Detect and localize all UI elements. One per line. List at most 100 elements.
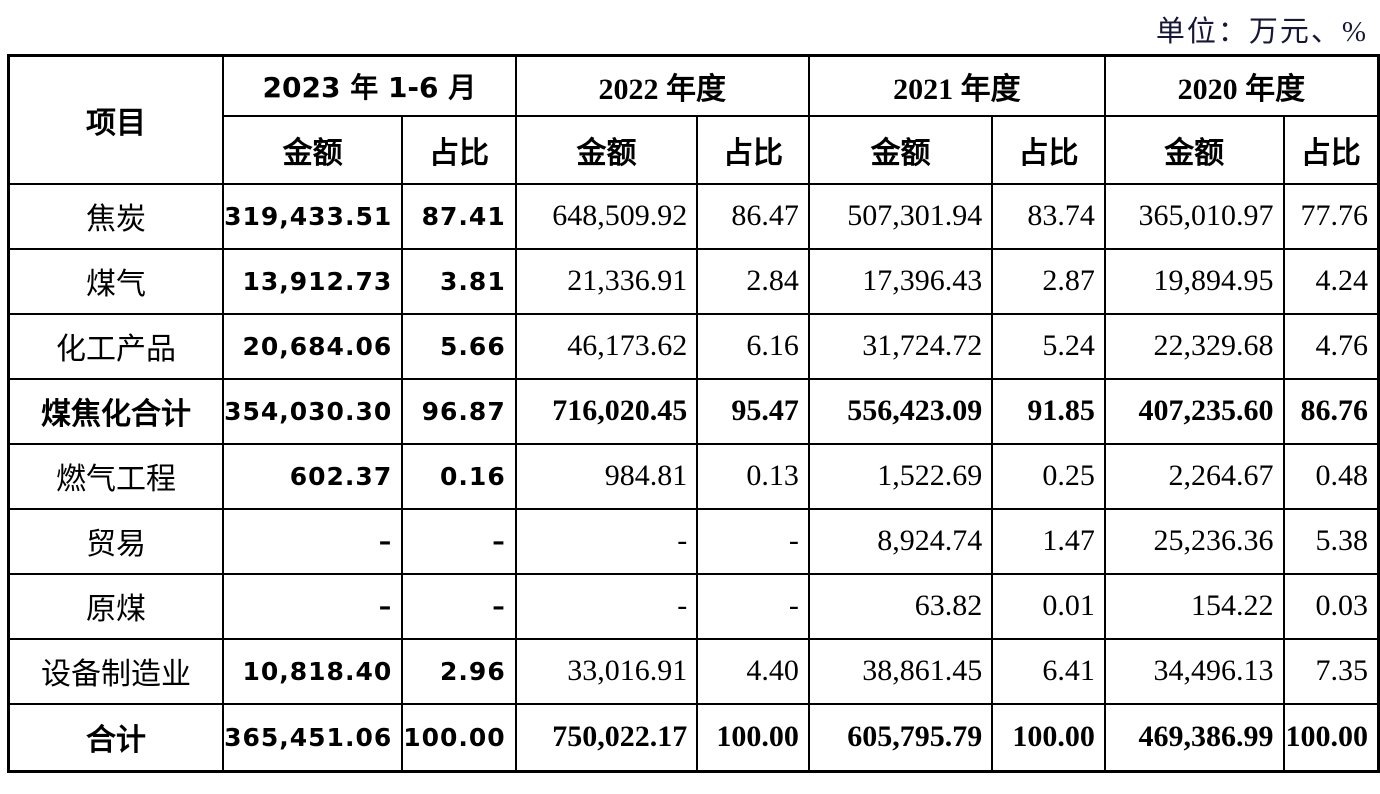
ratio-cell: 2.96 [401,637,517,705]
amount-cell: 154.22 [1103,572,1285,640]
amount-cell: 8,924.74 [807,507,994,575]
amount-cell: - [514,507,699,575]
table-row: 煤气 13,912.73 3.81 21,336.91 2.84 17,396.43 2.8… [7,247,1380,315]
table-row: 合计 365,451.06 100.00 750,022.17 100.00 605,79… [7,702,1380,773]
ratio-cell: 86.76 [1282,377,1380,445]
amount-cell: 750,022.17 [514,702,699,773]
ratio-cell: 1.47 [991,507,1106,575]
amount-cell: 38,861.45 [807,637,994,705]
table-row: 煤焦化合计 354,030.30 96.87 716,020.45 95.47 556,4… [7,377,1380,445]
subheader-ratio-2023: 占比 [401,114,517,185]
amount-cell: 19,894.95 [1103,247,1285,315]
amount-cell: 716,020.45 [514,377,699,445]
ratio-cell: 4.40 [696,637,810,705]
ratio-cell: - [696,572,810,640]
row-label: 合计 [7,702,225,773]
amount-cell: 17,396.43 [807,247,994,315]
ratio-cell: 83.74 [991,182,1106,250]
ratio-cell: 86.47 [696,182,810,250]
unit-label: 单位：万元、% [1155,16,1368,48]
amount-cell: 602.37 [222,442,404,510]
subheader-amount-2020: 金额 [1103,114,1285,185]
ratio-cell: 5.66 [401,312,517,380]
ratio-cell: 4.24 [1282,247,1380,315]
ratio-cell: 0.25 [991,442,1106,510]
table-row: 焦炭 319,433.51 87.41 648,509.92 86.47 507,301.… [7,182,1380,250]
amount-cell: 648,509.92 [514,182,699,250]
revenue-breakdown-table: 项目 2023 年 1-6 月 2022 年度 2021 年度 2020 年度 … [7,54,1380,773]
amount-cell: 507,301.94 [807,182,994,250]
subheader-amount-2023: 金额 [222,114,404,185]
ratio-cell: 4.76 [1282,312,1380,380]
ratio-cell: 0.03 [1282,572,1380,640]
amount-cell: 365,451.06 [222,702,404,773]
col-header-2020: 2020 年度 [1103,54,1380,117]
row-label: 煤焦化合计 [7,377,225,445]
amount-cell: 319,433.51 [222,182,404,250]
amount-cell: – [222,572,404,640]
amount-cell: 63.82 [807,572,994,640]
amount-cell: 2,264.67 [1103,442,1285,510]
amount-cell: 25,236.36 [1103,507,1285,575]
row-label: 焦炭 [7,182,225,250]
amount-cell: 605,795.79 [807,702,994,773]
ratio-cell: 7.35 [1282,637,1380,705]
ratio-cell: 0.13 [696,442,810,510]
ratio-cell: 0.01 [991,572,1106,640]
ratio-cell: 5.38 [1282,507,1380,575]
ratio-cell: 87.41 [401,182,517,250]
amount-cell: 469,386.99 [1103,702,1285,773]
table-row: 贸易 – – - -8,924.74 1.47 25,236.36 5.38 [7,507,1380,575]
ratio-cell: 100.00 [401,702,517,773]
header-row-periods: 项目 2023 年 1-6 月 2022 年度 2021 年度 2020 年度 [7,54,1380,185]
ratio-cell: 91.85 [991,377,1106,445]
row-label: 煤气 [7,247,225,315]
subheader-ratio-2020: 占比 [1282,114,1380,185]
amount-cell: 556,423.09 [807,377,994,445]
header-row-subheaders: 金额 占比 金额 占比 金额 占比 金额 占比 [9,114,1380,185]
table-row: 化工产品 20,684.06 5.66 46,173.62 6.16 31,724.72 5… [7,312,1380,380]
amount-cell: 13,912.73 [222,247,404,315]
ratio-cell: 0.16 [401,442,517,510]
col-header-2021: 2021 年度 [807,54,1106,117]
subheader-ratio-2021: 占比 [991,114,1106,185]
amount-cell: 46,173.62 [514,312,699,380]
amount-cell: – [222,507,404,575]
amount-cell: 33,016.91 [514,637,699,705]
amount-cell: 365,010.97 [1103,182,1285,250]
table-row: 设备制造业 10,818.40 2.96 33,016.91 4.40 38,861.45… [7,637,1380,705]
row-label: 贸易 [7,507,225,575]
amount-cell: - [514,572,699,640]
subheader-amount-2022: 金额 [514,114,699,185]
ratio-cell: 100.00 [991,702,1106,773]
ratio-cell: – [401,507,517,575]
ratio-cell: 2.84 [696,247,810,315]
amount-cell: 1,522.69 [807,442,994,510]
ratio-cell: 6.41 [991,637,1106,705]
ratio-cell: 6.16 [696,312,810,380]
ratio-cell: 100.00 [1282,702,1380,773]
ratio-cell: 95.47 [696,377,810,445]
subheader-amount-2021: 金额 [807,114,994,185]
table-row: 燃气工程 602.37 0.16 984.81 0.13 1,522.69 0.25 2,26… [7,442,1380,510]
amount-cell: 10,818.40 [222,637,404,705]
ratio-cell: 0.48 [1282,442,1380,510]
amount-cell: 22,329.68 [1103,312,1285,380]
ratio-cell: – [401,572,517,640]
col-header-2022: 2022 年度 [514,54,810,117]
row-label: 燃气工程 [7,442,225,510]
table-body: 焦炭 319,433.51 87.41 648,509.92 86.47 507,301.… [7,182,1380,773]
subheader-ratio-2022: 占比 [696,114,810,185]
amount-cell: 354,030.30 [222,377,404,445]
ratio-cell: 3.81 [401,247,517,315]
row-label: 设备制造业 [7,637,225,705]
ratio-cell: 5.24 [991,312,1106,380]
ratio-cell: 96.87 [401,377,517,445]
row-label: 化工产品 [7,312,225,380]
row-label: 原煤 [7,572,225,640]
amount-cell: 407,235.60 [1103,377,1285,445]
amount-cell: 21,336.91 [514,247,699,315]
table-row: 原煤 – – - -63.82 0.01 154.22 0.03 [7,572,1380,640]
ratio-cell: 77.76 [1282,182,1380,250]
